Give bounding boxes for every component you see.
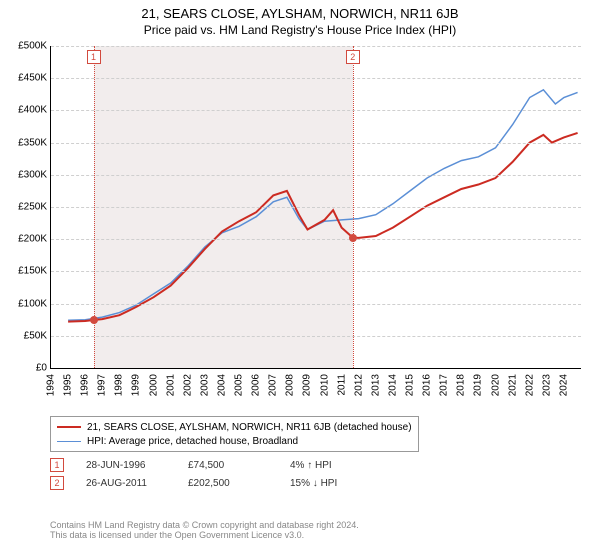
x-tick-label: 2000: [148, 374, 159, 396]
x-tick-label: 2022: [524, 374, 535, 396]
legend-row-red: 21, SEARS CLOSE, AYLSHAM, NORWICH, NR11 …: [57, 420, 412, 434]
transaction-date: 26-AUG-2011: [86, 478, 166, 489]
transaction-price: £202,500: [188, 478, 268, 489]
footer-line-1: Contains HM Land Registry data © Crown c…: [50, 520, 359, 530]
y-tick-label: £350K: [18, 137, 47, 148]
x-tick-label: 2008: [285, 374, 296, 396]
x-tick-label: 2005: [234, 374, 245, 396]
x-tick-label: 2017: [439, 374, 450, 396]
y-tick-label: £300K: [18, 169, 47, 180]
x-tick-label: 2016: [422, 374, 433, 396]
x-tick-label: 2010: [319, 374, 330, 396]
y-gridline: [51, 78, 581, 79]
x-tick-label: 2006: [251, 374, 262, 396]
marker-box: 2: [346, 50, 360, 64]
legend-row-blue: HPI: Average price, detached house, Broa…: [57, 434, 412, 448]
x-tick-label: 1996: [80, 374, 91, 396]
x-tick-label: 2009: [302, 374, 313, 396]
x-tick-label: 2020: [490, 374, 501, 396]
x-tick-label: 2007: [268, 374, 279, 396]
x-tick-label: 2003: [199, 374, 210, 396]
x-tick-label: 2012: [353, 374, 364, 396]
transaction-row: 2 26-AUG-2011 £202,500 15% ↓ HPI: [50, 474, 370, 492]
transaction-badge: 2: [50, 476, 64, 490]
transaction-date: 28-JUN-1996: [86, 460, 166, 471]
plot-area: £0£50K£100K£150K£200K£250K£300K£350K£400…: [50, 46, 581, 369]
x-tick-label: 1994: [46, 374, 57, 396]
transaction-hpi: 4% ↑ HPI: [290, 460, 370, 471]
marker-dot: [349, 234, 357, 242]
y-tick-label: £50K: [24, 330, 47, 341]
x-tick-label: 2001: [165, 374, 176, 396]
y-tick-label: £200K: [18, 234, 47, 245]
transaction-price: £74,500: [188, 460, 268, 471]
y-tick-label: £500K: [18, 41, 47, 52]
y-tick-label: £450K: [18, 73, 47, 84]
y-gridline: [51, 271, 581, 272]
x-tick-label: 2021: [507, 374, 518, 396]
footer-line-2: This data is licensed under the Open Gov…: [50, 530, 359, 540]
x-tick-label: 1999: [131, 374, 142, 396]
y-gridline: [51, 46, 581, 47]
x-tick-label: 1997: [97, 374, 108, 396]
y-tick-label: £150K: [18, 266, 47, 277]
y-gridline: [51, 207, 581, 208]
x-tick-label: 2019: [473, 374, 484, 396]
marker-box: 1: [87, 50, 101, 64]
y-gridline: [51, 336, 581, 337]
x-tick-label: 1998: [114, 374, 125, 396]
x-tick-label: 2018: [456, 374, 467, 396]
y-gridline: [51, 175, 581, 176]
legend-swatch-red: [57, 426, 81, 428]
legend-swatch-blue: [57, 441, 81, 442]
marker-vline: [353, 46, 354, 368]
x-tick-label: 2024: [558, 374, 569, 396]
transaction-badge: 1: [50, 458, 64, 472]
legend-box: 21, SEARS CLOSE, AYLSHAM, NORWICH, NR11 …: [50, 416, 419, 452]
chart-title-2: Price paid vs. HM Land Registry's House …: [0, 21, 600, 37]
series-line: [68, 90, 577, 320]
y-tick-label: £400K: [18, 105, 47, 116]
x-tick-label: 2023: [541, 374, 552, 396]
footer-attribution: Contains HM Land Registry data © Crown c…: [50, 520, 359, 540]
chart-container: 21, SEARS CLOSE, AYLSHAM, NORWICH, NR11 …: [0, 0, 600, 560]
legend-label-blue: HPI: Average price, detached house, Broa…: [87, 436, 298, 447]
x-tick-label: 2011: [336, 374, 347, 396]
y-gridline: [51, 239, 581, 240]
chart-title-1: 21, SEARS CLOSE, AYLSHAM, NORWICH, NR11 …: [0, 0, 600, 21]
y-tick-label: £0: [36, 363, 47, 374]
x-tick-label: 2015: [405, 374, 416, 396]
y-tick-label: £100K: [18, 298, 47, 309]
x-tick-label: 2014: [387, 374, 398, 396]
marker-dot: [90, 316, 98, 324]
x-tick-label: 2002: [182, 374, 193, 396]
transaction-hpi: 15% ↓ HPI: [290, 478, 370, 489]
y-gridline: [51, 110, 581, 111]
y-gridline: [51, 304, 581, 305]
y-tick-label: £250K: [18, 202, 47, 213]
transaction-table: 1 28-JUN-1996 £74,500 4% ↑ HPI 2 26-AUG-2011 £…: [50, 456, 370, 492]
series-line: [68, 133, 577, 322]
legend-label-red: 21, SEARS CLOSE, AYLSHAM, NORWICH, NR11 …: [87, 422, 412, 433]
y-gridline: [51, 143, 581, 144]
x-tick-label: 2013: [370, 374, 381, 396]
x-tick-label: 1995: [63, 374, 74, 396]
x-tick-label: 2004: [216, 374, 227, 396]
transaction-row: 1 28-JUN-1996 £74,500 4% ↑ HPI: [50, 456, 370, 474]
